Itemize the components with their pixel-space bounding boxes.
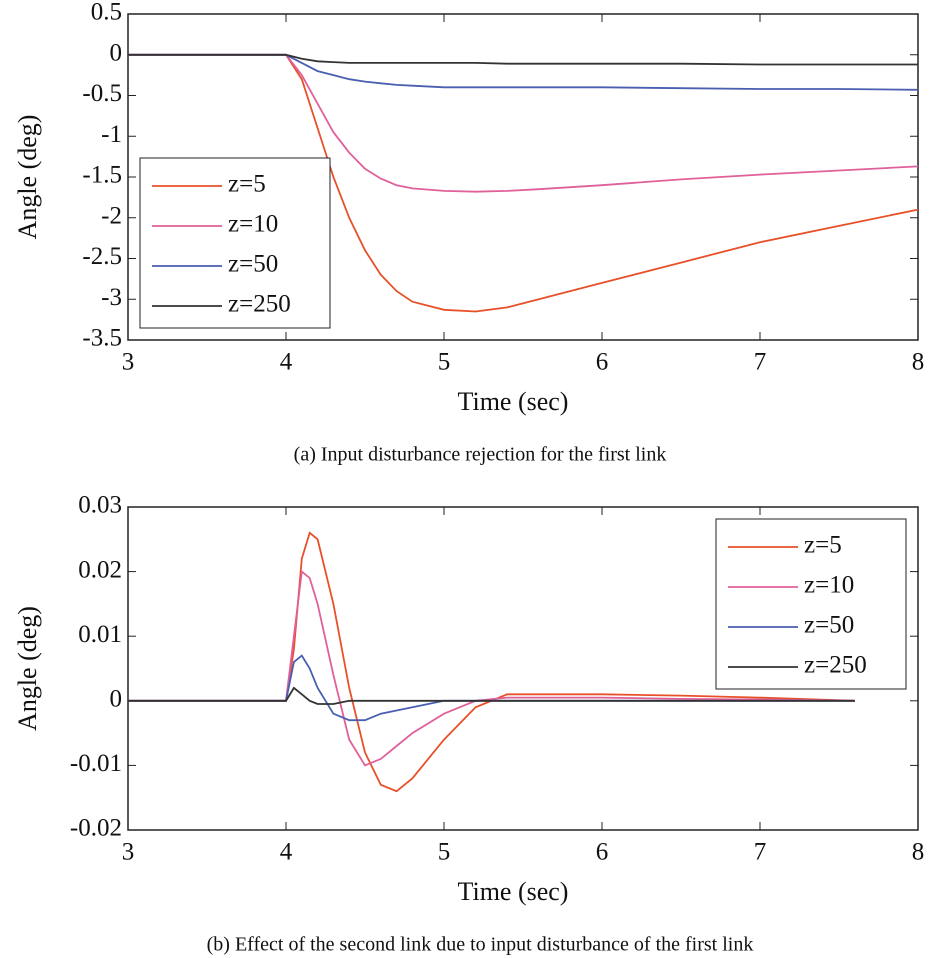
y-tick-label: 0 bbox=[110, 686, 123, 713]
y-axis-label: Angle (deg) bbox=[13, 115, 42, 240]
line bbox=[128, 53, 919, 193]
legend-label: z=10 bbox=[804, 572, 854, 599]
x-tick-label: 7 bbox=[754, 839, 767, 866]
y-tick-label: -0.02 bbox=[70, 815, 122, 842]
x-tick-label: 5 bbox=[438, 349, 451, 376]
x-axis-label: Time (sec) bbox=[458, 877, 569, 906]
y-tick-label: -0.5 bbox=[82, 80, 122, 107]
x-tick-label: 4 bbox=[280, 349, 293, 376]
plot-frame bbox=[127, 506, 919, 831]
x-tick-label: 6 bbox=[596, 839, 609, 866]
y-tick-label: 0.5 bbox=[91, 0, 122, 26]
legend-label: z=10 bbox=[228, 211, 278, 238]
legend-label: z=50 bbox=[228, 251, 278, 278]
x-tick-label: 8 bbox=[912, 349, 925, 376]
y-tick-label: -2.5 bbox=[82, 243, 122, 270]
legend-label: z=50 bbox=[804, 612, 854, 639]
y-axis-label: Angle (deg) bbox=[13, 606, 42, 731]
y-tick-label: -3.5 bbox=[82, 325, 122, 352]
line bbox=[128, 53, 918, 66]
y-tick-label: -1 bbox=[101, 121, 122, 148]
line bbox=[128, 531, 855, 793]
caption: (b) Effect of the second link due to inp… bbox=[207, 934, 754, 956]
y-tick-label: -2 bbox=[101, 202, 122, 229]
x-tick-label: 5 bbox=[438, 839, 451, 866]
y-tick-label: -1.5 bbox=[82, 162, 122, 189]
y-tick-label: -3 bbox=[101, 284, 122, 311]
legend-label: z=5 bbox=[804, 532, 842, 559]
legend-label: z=5 bbox=[228, 171, 266, 198]
y-tick-label: 0 bbox=[110, 39, 123, 66]
y-tick-label: -0.01 bbox=[70, 750, 122, 777]
line bbox=[128, 686, 855, 705]
caption: (a) Input disturbance rejection for the … bbox=[294, 444, 667, 466]
legend-label: z=250 bbox=[804, 652, 867, 679]
y-tick-label: 0.03 bbox=[78, 492, 122, 519]
line bbox=[128, 53, 919, 313]
y-tick-label: 0.02 bbox=[78, 556, 122, 583]
x-tick-label: 6 bbox=[596, 349, 609, 376]
x-tick-label: 3 bbox=[122, 839, 135, 866]
x-tick-label: 8 bbox=[912, 839, 925, 866]
line bbox=[128, 569, 855, 767]
x-tick-label: 7 bbox=[754, 349, 767, 376]
legend-label: z=250 bbox=[228, 291, 291, 318]
x-axis-label: Time (sec) bbox=[458, 387, 569, 416]
x-tick-label: 4 bbox=[280, 839, 293, 866]
y-tick-label: 0.01 bbox=[78, 621, 122, 648]
line bbox=[128, 53, 919, 91]
x-tick-label: 3 bbox=[122, 349, 135, 376]
